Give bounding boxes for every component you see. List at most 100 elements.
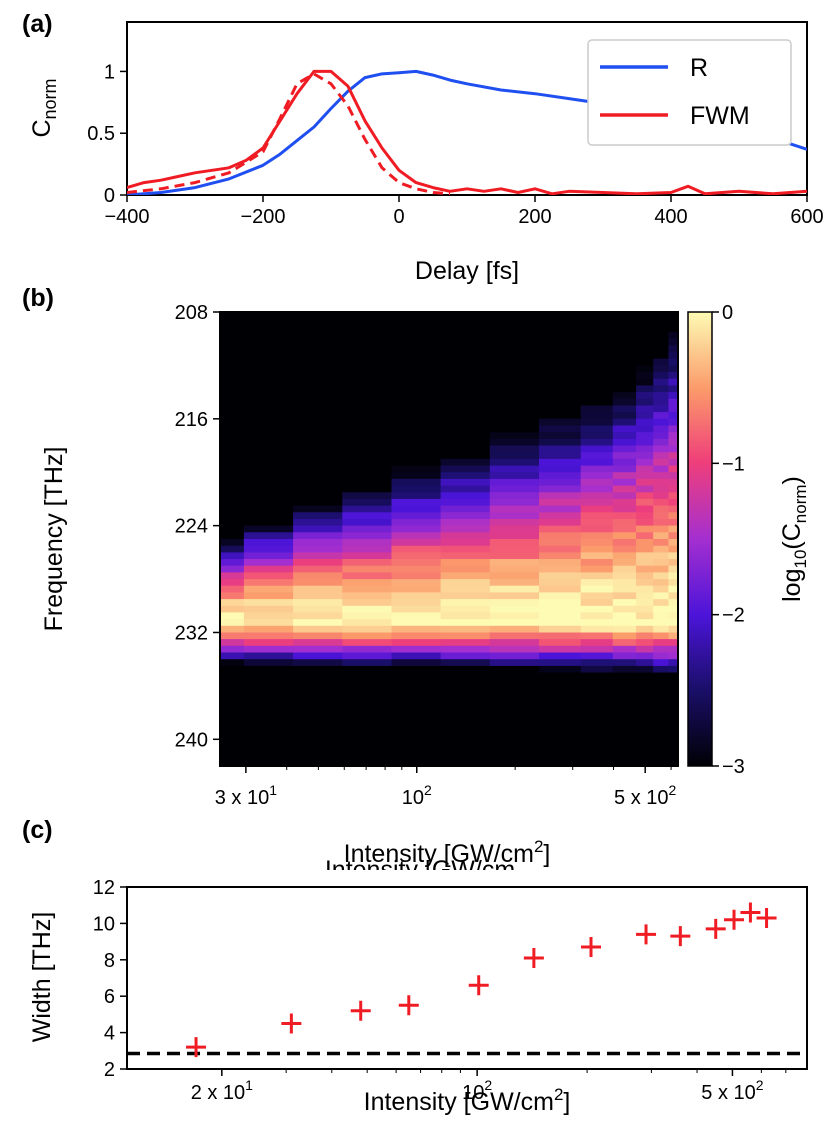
heatmap-cell — [342, 725, 393, 734]
heatmap-cell — [636, 625, 654, 634]
x-tick-exponent: 1 — [245, 1077, 253, 1093]
heatmap-cell — [668, 425, 679, 433]
heatmap-cell — [539, 418, 582, 427]
heatmap-cell — [293, 752, 343, 760]
heatmap-cell — [580, 725, 614, 734]
heatmap-cell — [580, 332, 614, 340]
heatmap-cell — [243, 458, 294, 467]
heatmap-cell — [668, 605, 679, 614]
heatmap-cell — [342, 332, 393, 340]
heatmap-cell — [636, 732, 654, 740]
heatmap-cell — [636, 412, 654, 420]
x-tick-exponent: 2 — [669, 782, 677, 798]
heatmap-cell — [539, 452, 582, 460]
heatmap-cell — [612, 685, 637, 694]
heatmap-cell — [243, 645, 294, 654]
x-tick-exponent: 2 — [484, 1077, 492, 1093]
heatmap-cell — [539, 659, 582, 667]
heatmap-cell — [668, 372, 679, 380]
heatmap-cell — [440, 665, 491, 674]
heatmap-cell — [668, 552, 679, 560]
heatmap-cell — [636, 425, 654, 433]
heatmap-cell — [243, 659, 294, 667]
x-tick-base: 10 — [462, 1082, 484, 1104]
heatmap-cell — [391, 519, 442, 527]
heatmap-cell — [668, 358, 679, 366]
heatmap-cell — [668, 332, 679, 340]
heatmap-cell — [653, 619, 670, 627]
heatmap-cell — [489, 752, 540, 760]
heatmap-cell — [342, 418, 393, 427]
heatmap-cell — [612, 739, 637, 747]
x-tick-label: 2 x 101 — [191, 1077, 253, 1104]
heatmap-cell — [539, 392, 582, 400]
heatmap-cell — [539, 438, 582, 447]
scatter-point — [186, 1037, 207, 1058]
heatmap-cell — [580, 365, 614, 373]
heatmap-cell — [243, 739, 294, 747]
heatmap-cell — [636, 318, 654, 326]
heatmap-cell — [612, 752, 637, 760]
heatmap-cell — [220, 759, 245, 767]
heatmap-cell — [489, 746, 540, 754]
heatmap-cell — [391, 585, 442, 593]
heatmap-cell — [440, 345, 491, 353]
heatmap-cell — [539, 378, 582, 387]
heatmap-cell — [636, 485, 654, 493]
heatmap-cell — [220, 645, 245, 654]
heatmap-cell — [342, 645, 393, 654]
heatmap-cell — [391, 599, 442, 607]
heatmap-cell — [668, 585, 679, 593]
heatmap-cell — [243, 492, 294, 500]
heatmap-cell — [293, 498, 343, 507]
heatmap-cell — [440, 405, 491, 413]
heatmap-cell — [391, 559, 442, 567]
heatmap-cell — [580, 532, 614, 540]
heatmap-cell — [391, 539, 442, 547]
panel-a-axes-frame — [126, 21, 808, 196]
heatmap-cell — [440, 458, 491, 467]
heatmap-cell — [391, 458, 442, 467]
panel-a-y-axis-label: Cnorm — [28, 78, 60, 137]
heatmap-cell — [668, 519, 679, 527]
heatmap-cell — [580, 759, 614, 767]
heatmap-cell — [440, 378, 491, 387]
heatmap-cell — [391, 418, 442, 427]
colorbar-tick-label: −1 — [722, 453, 745, 475]
heatmap-cell — [489, 378, 540, 387]
heatmap-cell — [391, 739, 442, 747]
heatmap-cell — [539, 579, 582, 587]
heatmap-cell — [636, 599, 654, 607]
heatmap-cell — [220, 365, 245, 373]
colorbar-label-log: log — [778, 569, 806, 602]
heatmap-cell — [636, 659, 654, 667]
heatmap-cell — [636, 719, 654, 727]
heatmap-cell — [342, 378, 393, 387]
heatmap-cell — [293, 746, 343, 754]
heatmap-cell — [653, 325, 670, 333]
heatmap-cell — [293, 378, 343, 387]
heatmap-cell — [243, 625, 294, 634]
heatmap-cell — [636, 739, 654, 747]
heatmap-cell — [293, 545, 343, 553]
heatmap-cell — [220, 338, 245, 346]
heatmap-cell — [220, 619, 245, 627]
heatmap-cell — [243, 472, 294, 480]
colorbar-label-sub10: 10 — [791, 550, 810, 569]
panel-a-x-axis-label: Delay [fs] — [415, 257, 519, 285]
heatmap-cell — [243, 352, 294, 360]
heatmap-cell — [539, 492, 582, 500]
heatmap-cell — [636, 685, 654, 694]
heatmap-cell — [636, 445, 654, 453]
heatmap-cell — [653, 378, 670, 387]
heatmap-cell — [220, 352, 245, 360]
heatmap-cell — [580, 659, 614, 667]
y-tick-label: 240 — [175, 729, 208, 751]
heatmap-cell — [391, 472, 442, 480]
heatmap-cell — [653, 645, 670, 654]
heatmap-cell — [580, 539, 614, 547]
heatmap-cell — [489, 505, 540, 513]
heatmap-cell — [489, 739, 540, 747]
heatmap-cell — [580, 312, 614, 320]
x-tick-label: 5 x 102 — [614, 782, 676, 809]
